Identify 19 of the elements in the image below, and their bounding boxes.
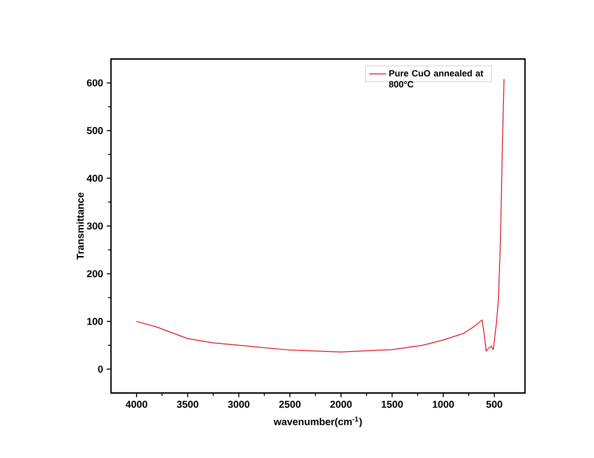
legend-label: Pure CuO annealed at 800°C [388,70,484,88]
y-axis-title: Transmittance [76,192,84,260]
x-tick-label: 3500 [176,400,198,408]
y-tick-label: 500 [86,127,103,134]
x-axis-title: wavenumber(cm$^{-1}$) [274,416,362,428]
x-tick-label: 2000 [330,400,352,408]
x-tick-label: 500 [486,400,502,408]
y-tick-label: 300 [86,222,103,230]
x-tick-label: 1000 [432,400,454,408]
y-tick-label: 100 [87,318,103,325]
y-tick-label: 200 [86,270,103,278]
x-tick-label: 1500 [382,400,403,408]
y-tick-label: 0 [98,366,103,373]
x-tick-label: 3000 [228,400,250,408]
x-tick-label: 4000 [126,400,148,408]
x-tick-label: 2500 [279,400,301,408]
y-tick-label: 400 [86,174,103,182]
line-series [136,78,505,352]
y-tick-label: 600 [86,79,103,86]
